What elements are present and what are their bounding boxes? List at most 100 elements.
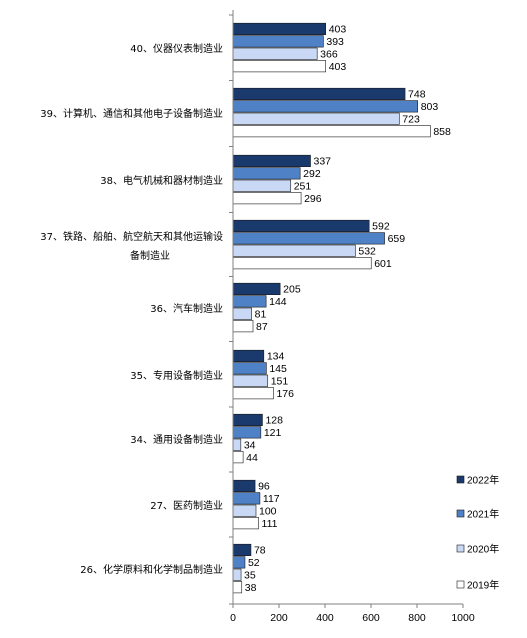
bar [232,374,269,387]
legend-swatch [456,475,465,484]
x-tick-label: 200 [270,612,288,624]
category-label: 38、电气机械和器材制造业 [100,174,223,187]
bar [232,167,301,180]
value-label: 145 [269,363,287,375]
bar [232,192,302,205]
value-label: 592 [372,221,390,233]
value-label: 251 [294,181,312,193]
bar [232,100,418,113]
value-labels: 4033933664037488037238583372922512965926… [244,24,451,594]
legend: 2022年 2021年 2020年 2019年 [456,474,499,592]
bar [232,517,259,530]
value-label: 205 [283,284,301,296]
x-tick-label: 400 [316,612,334,624]
legend-label: 2020年 [467,543,499,556]
bar [232,568,242,581]
bar [232,282,281,296]
category-labels: 40、仪器仪表制造业 39、计算机、通信和其他电子设备制造业 38、电气机械和器材制… [40,42,223,576]
x-tick-label: 0 [230,612,236,624]
value-label: 78 [254,545,266,557]
value-label: 128 [265,415,283,427]
value-label: 601 [374,258,392,270]
value-label: 111 [262,518,278,530]
value-label: 393 [326,36,344,48]
value-label: 81 [255,309,267,321]
value-label: 403 [329,61,347,73]
bar [232,451,244,464]
legend-label: 2022年 [467,474,499,487]
x-axis: 0 200 400 600 800 1000 [229,10,475,624]
value-label: 38 [245,582,257,594]
value-label: 52 [248,557,260,569]
value-label: 176 [276,388,294,400]
value-label: 803 [421,101,439,113]
bars [232,22,431,594]
x-tick-label: 600 [362,612,380,624]
legend-swatch [456,580,465,589]
bar [232,387,274,400]
legend-swatch [456,509,465,518]
bar [232,232,385,245]
legend-label: 2019年 [467,579,499,592]
value-label: 44 [246,452,258,464]
bar [232,320,254,333]
bar [232,244,356,257]
bar [232,87,406,100]
value-label: 659 [388,233,406,245]
value-label: 100 [259,506,277,518]
legend-swatch [456,544,465,553]
category-label: 34、通用设备制造业 [130,433,223,446]
bar [232,426,262,439]
bar [232,492,261,505]
bar [232,112,400,125]
value-label: 34 [244,440,256,452]
value-label: 366 [320,49,338,61]
category-label: 40、仪器仪表制造业 [130,42,223,55]
bar [232,22,326,36]
bar [232,438,242,451]
value-label: 858 [433,126,451,138]
category-label: 27、医药制造业 [150,499,223,512]
value-label: 532 [358,246,376,258]
value-label: 337 [314,156,332,168]
value-label: 117 [263,493,280,505]
category-label: 26、化学原料和化学制品制造业 [80,563,223,576]
x-tick-label: 1000 [451,612,475,624]
bar [232,556,246,569]
category-label: 39、计算机、通信和其他电子设备制造业 [40,107,223,120]
bar [232,479,256,493]
value-label: 403 [329,24,347,36]
bar [232,257,372,270]
bar [232,543,252,557]
bar [232,154,311,167]
category-label: 37、铁路、船舶、航空航天和其他运输设备制造业 [40,230,223,262]
value-label: 144 [269,296,287,308]
bar [232,504,257,517]
value-label: 151 [271,376,289,388]
value-label: 121 [264,427,282,439]
bar [232,295,267,308]
value-label: 96 [258,481,270,493]
bar [232,307,252,320]
value-label: 296 [304,193,322,205]
value-label: 292 [303,168,321,180]
value-label: 35 [244,570,256,582]
bar [232,581,243,594]
category-label: 35、专用设备制造业 [130,369,223,382]
value-label: 723 [402,114,420,126]
category-label: 36、汽车制造业 [150,302,223,315]
bar [232,125,431,138]
bar [232,60,326,73]
legend-label: 2021年 [467,508,499,521]
value-label: 748 [408,89,426,101]
bar [232,47,318,60]
bar [232,35,324,48]
value-label: 134 [267,351,285,363]
bar [232,219,370,232]
bar [232,362,267,375]
bar [232,413,263,427]
value-label: 87 [256,321,268,333]
bar [232,349,265,363]
bar [232,179,292,192]
